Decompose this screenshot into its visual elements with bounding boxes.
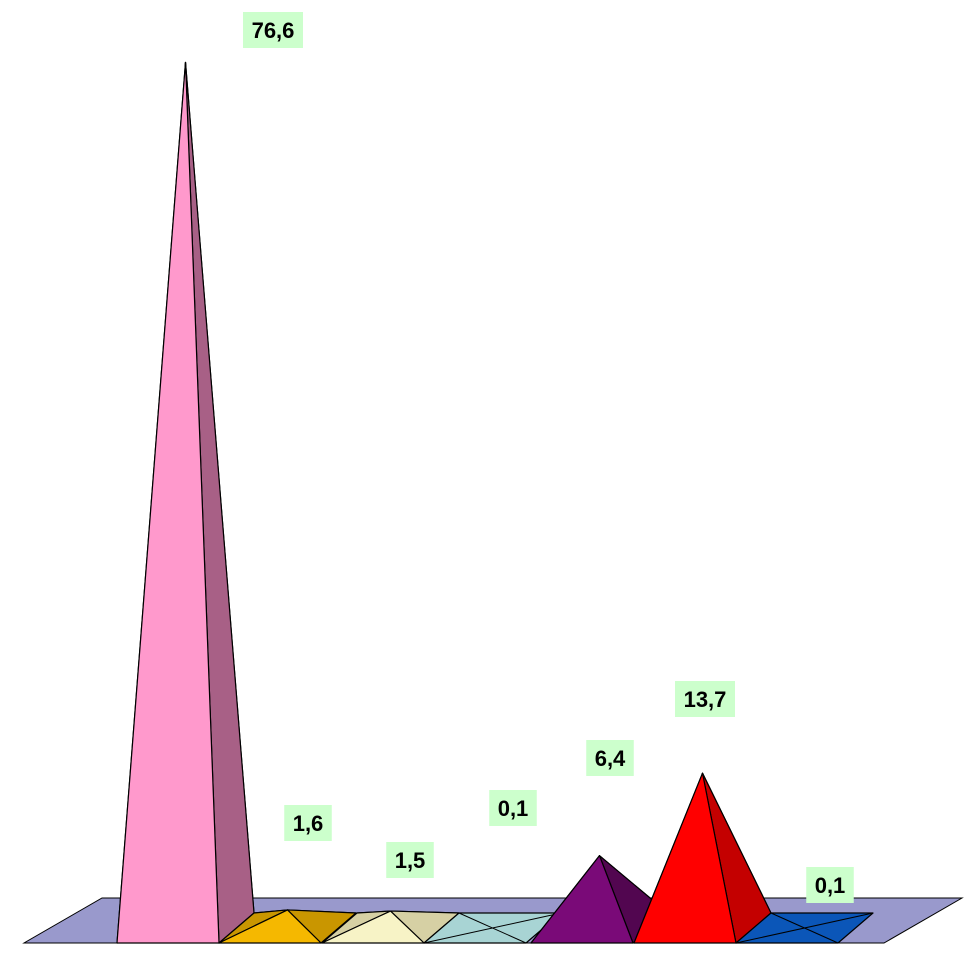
pyramid-edge [458, 912, 527, 944]
data-label-background [243, 12, 303, 48]
data-label-3: 1,5 [386, 842, 434, 878]
chart-marks [116, 61, 874, 944]
chart-data-labels: 76,6 1,6 1,5 0,1 6,4 13,7 0,1 [243, 12, 854, 903]
pyramid-front-face [530, 855, 634, 944]
data-label-5: 6,4 [586, 740, 634, 776]
data-label-text: 6,4 [595, 746, 626, 771]
data-label-text: 76,6 [252, 18, 295, 43]
pyramid-front-face [633, 772, 737, 944]
pyramid-bar-3 [321, 910, 460, 944]
data-label-background [675, 681, 735, 717]
pyramid-bar-1 [116, 61, 255, 944]
pyramid-bar-2 [218, 909, 357, 944]
data-label-1: 76,6 [243, 12, 303, 48]
data-label-background [284, 805, 332, 841]
pyramid-bar-6 [633, 772, 772, 944]
data-label-background [806, 867, 854, 903]
data-label-text: 13,7 [684, 687, 727, 712]
data-label-2: 1,6 [284, 805, 332, 841]
pyramid-front-face [321, 910, 425, 944]
pyramid-front-face [218, 909, 322, 944]
data-label-background [489, 790, 537, 826]
pyramid-edge [770, 912, 839, 944]
data-label-4: 0,1 [489, 790, 537, 826]
data-label-text: 0,1 [815, 873, 846, 898]
pyramid-front-face [116, 61, 220, 944]
data-label-7: 0,1 [806, 867, 854, 903]
data-label-text: 1,5 [395, 848, 426, 873]
data-label-background [586, 740, 634, 776]
data-label-background [386, 842, 434, 878]
data-label-6: 13,7 [675, 681, 735, 717]
data-label-text: 0,1 [498, 796, 529, 821]
data-label-text: 1,6 [293, 811, 324, 836]
pyramid-bar-7 [735, 912, 874, 944]
